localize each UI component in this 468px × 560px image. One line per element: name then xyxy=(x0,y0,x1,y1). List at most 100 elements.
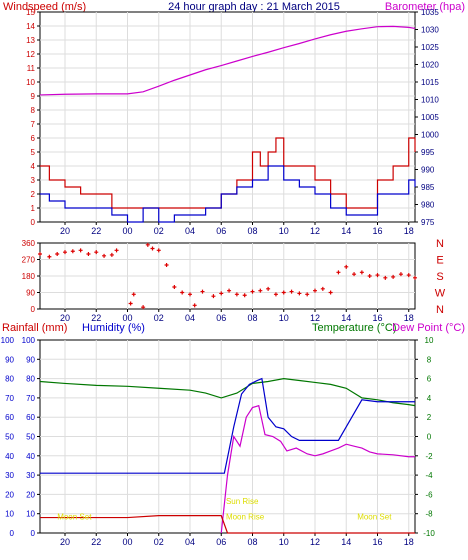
direction-point xyxy=(297,291,302,296)
rainfall-tick-label: 100 xyxy=(1,336,15,345)
x-tick-label: 22 xyxy=(91,537,101,547)
direction-point xyxy=(289,289,294,294)
x-tick-label: 04 xyxy=(185,226,195,236)
x-tick-label: 20 xyxy=(60,537,70,547)
x-tick-label: 00 xyxy=(122,313,132,323)
direction-point xyxy=(172,285,177,289)
x-tick-label: 06 xyxy=(216,313,226,323)
windspeed-tick-label: 3 xyxy=(31,176,36,185)
rainfall-tick-label: 90 xyxy=(5,355,14,364)
direction-point xyxy=(234,292,239,297)
temperature-tick-label: 2 xyxy=(427,413,432,422)
barometer-tick-label: 995 xyxy=(421,148,435,157)
humidity-tick-label: 90 xyxy=(26,355,35,364)
compass-label: N xyxy=(436,238,444,250)
barometer-tick-label: 980 xyxy=(421,201,435,210)
direction-point xyxy=(188,292,192,297)
direction-point xyxy=(38,252,42,256)
barometer-tick-label: 1000 xyxy=(421,131,439,140)
temperature-tick-label: 0 xyxy=(427,433,432,442)
x-tick-label: 00 xyxy=(122,226,132,236)
temperature-tick-label: 8 xyxy=(427,355,432,364)
windspeed-tick-label: 0 xyxy=(31,218,36,227)
direction-point xyxy=(78,248,83,253)
direction-point xyxy=(102,253,107,258)
direction-point xyxy=(94,250,99,255)
x-tick-label: 22 xyxy=(91,313,101,323)
direction-point xyxy=(227,288,232,293)
rainfall-tick-label: 50 xyxy=(5,433,14,442)
windspeed-tick-label: 8 xyxy=(31,106,36,115)
direction-point xyxy=(200,289,205,294)
barometer-tick-label: 985 xyxy=(421,183,435,192)
x-tick-label: 18 xyxy=(404,537,414,547)
rainfall-tick-label: 40 xyxy=(5,452,14,461)
x-tick-label: 12 xyxy=(310,226,320,236)
direction-tick-label: 180 xyxy=(22,272,36,281)
windspeed-tick-label: 6 xyxy=(31,134,36,143)
windspeed-tick-label: 12 xyxy=(26,50,35,59)
dewpoint-line xyxy=(220,404,415,534)
barometer-tick-label: 1025 xyxy=(421,43,439,52)
temperature-line xyxy=(39,377,416,407)
direction-point xyxy=(156,248,161,253)
x-tick-label: 02 xyxy=(154,313,164,323)
direction-point xyxy=(281,290,286,295)
direction-point xyxy=(383,275,388,280)
x-tick-label: 20 xyxy=(60,313,70,323)
temperature-tick-label: 6 xyxy=(427,375,432,384)
humidity-tick-label: 40 xyxy=(26,452,35,461)
direction-point xyxy=(150,246,155,251)
windspeed-tick-label: 5 xyxy=(31,148,36,157)
barometer-tick-label: 1010 xyxy=(421,96,439,105)
direction-point xyxy=(70,249,75,254)
direction-point xyxy=(114,248,119,253)
humidity-tick-label: 70 xyxy=(26,394,35,403)
compass-label: N xyxy=(436,304,444,316)
windspeed-axis-label: Windspeed (m/s) xyxy=(3,1,86,13)
direction-point xyxy=(359,270,364,275)
windspeed-tick-label: 4 xyxy=(31,162,36,171)
windspeed-tick-label: 1 xyxy=(31,204,36,213)
humidity-axis-label: Humidity (%) xyxy=(82,322,145,334)
astro-annotation: Moon Set xyxy=(57,512,92,521)
temperature-tick-label: -6 xyxy=(425,490,433,499)
astro-annotation: Moon Set xyxy=(357,512,392,521)
compass-label: E xyxy=(436,255,443,267)
x-tick-label: 14 xyxy=(341,226,351,236)
x-tick-label: 22 xyxy=(91,226,101,236)
humidity-tick-label: 20 xyxy=(26,490,35,499)
x-tick-label: 08 xyxy=(247,537,257,547)
x-tick-label: 16 xyxy=(372,226,382,236)
direction-point xyxy=(63,250,67,255)
x-tick-label: 14 xyxy=(341,537,351,547)
x-tick-label: 18 xyxy=(404,313,414,323)
windspeed-tick-label: 13 xyxy=(26,36,35,45)
direction-point xyxy=(328,290,333,295)
direction-point xyxy=(109,252,114,257)
x-tick-label: 02 xyxy=(154,226,164,236)
temperature-tick-label: -2 xyxy=(425,452,433,461)
barometer-tick-label: 1030 xyxy=(421,26,439,35)
x-tick-label: 16 xyxy=(372,313,382,323)
direction-point xyxy=(145,242,150,247)
direction-point xyxy=(192,303,197,308)
x-tick-label: 16 xyxy=(372,537,382,547)
direction-tick-label: 360 xyxy=(22,239,36,248)
rainfall-tick-label: 80 xyxy=(5,375,14,384)
wind-speed-line xyxy=(40,165,416,223)
x-tick-label: 06 xyxy=(216,537,226,547)
direction-point xyxy=(141,305,146,310)
astro-annotation: Moon Rise xyxy=(226,512,265,521)
direction-point xyxy=(313,288,317,293)
windspeed-tick-label: 2 xyxy=(31,190,36,199)
windspeed-tick-label: 14 xyxy=(26,22,35,31)
chart-title: 24 hour graph day : 21 March 2015 xyxy=(168,1,340,13)
direction-point xyxy=(211,294,216,299)
x-tick-label: 10 xyxy=(279,226,289,236)
direction-point xyxy=(266,286,271,291)
x-tick-label: 00 xyxy=(122,537,132,547)
direction-point xyxy=(86,252,91,256)
